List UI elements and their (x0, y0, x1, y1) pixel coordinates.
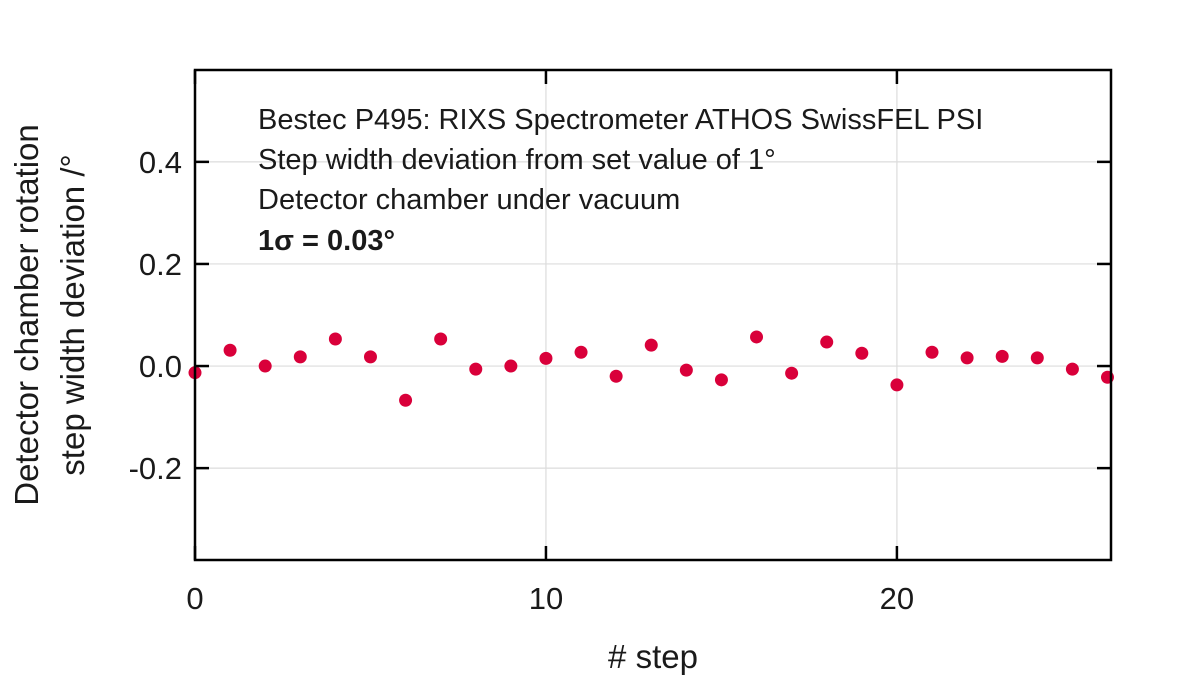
data-points (188, 330, 1114, 407)
x-axis-title: # step (608, 638, 698, 675)
x-tick-label: 20 (880, 581, 914, 616)
data-point (855, 346, 869, 360)
data-point (679, 363, 693, 377)
data-point (1030, 351, 1044, 365)
x-tick-label: 10 (529, 581, 563, 616)
data-point (258, 359, 272, 373)
data-point (644, 338, 658, 352)
y-tick-label: 0.2 (139, 247, 182, 282)
y-tick-label: 0.4 (139, 145, 182, 180)
y-tick-labels: 0.4 0.2 0.0 -0.2 (129, 145, 182, 486)
data-point (434, 332, 448, 346)
annotation-block: Bestec P495: RIXS Spectrometer ATHOS Swi… (258, 104, 983, 257)
y-tick-label: -0.2 (129, 451, 182, 486)
annotation-sigma: 1σ = 0.03° (258, 225, 395, 257)
data-point (820, 335, 834, 349)
data-point (785, 366, 799, 380)
annotation-line-3: Detector chamber under vacuum (258, 184, 680, 216)
y-axis-title-line-2: step width deviation /° (54, 154, 91, 475)
axis-ticks (193, 70, 1111, 560)
data-point (960, 351, 974, 365)
data-point (223, 343, 237, 357)
data-point (714, 373, 728, 387)
y-axis-title: Detector chamber rotation step width dev… (8, 124, 91, 506)
y-tick-label: 0.0 (139, 349, 182, 384)
plot-frame (193, 68, 1113, 562)
data-point (750, 330, 764, 344)
data-point (609, 369, 623, 383)
data-point (995, 349, 1009, 363)
data-point (363, 350, 377, 364)
data-point (293, 350, 307, 364)
data-point (399, 393, 413, 407)
data-point (328, 332, 342, 346)
data-point (469, 362, 483, 376)
data-point (539, 351, 553, 365)
y-axis-title-line-1: Detector chamber rotation (8, 124, 45, 506)
annotation-line-2: Step width deviation from set value of 1… (258, 144, 776, 176)
x-tick-labels: 0 10 20 (186, 581, 914, 616)
data-point (1065, 362, 1079, 376)
gridlines (194, 70, 1111, 560)
data-point (574, 345, 588, 359)
data-point (890, 378, 904, 392)
annotation-line-1: Bestec P495: RIXS Spectrometer ATHOS Swi… (258, 104, 983, 136)
data-point (504, 359, 518, 373)
data-point (925, 345, 939, 359)
x-tick-label: 0 (186, 581, 203, 616)
